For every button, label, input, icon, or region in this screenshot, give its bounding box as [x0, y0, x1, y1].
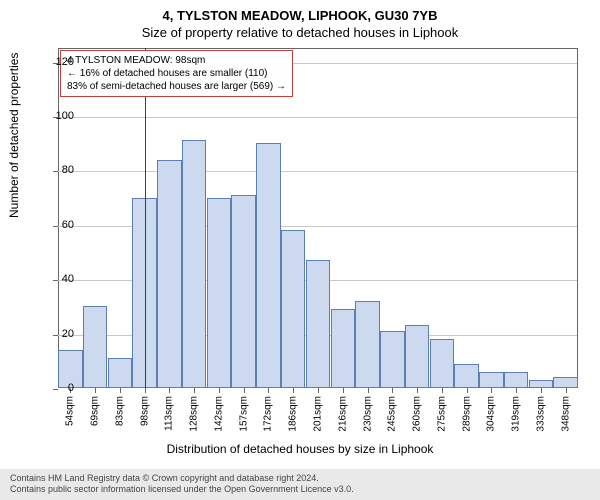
xtick-label: 201sqm	[313, 396, 324, 432]
xtick-mark	[392, 388, 393, 393]
xtick-label: 83sqm	[114, 396, 125, 426]
histogram-bar	[281, 230, 306, 388]
xtick-label: 69sqm	[90, 396, 101, 426]
histogram-bar	[331, 309, 356, 388]
chart-title-address: 4, TYLSTON MEADOW, LIPHOOK, GU30 7YB	[0, 0, 600, 23]
histogram-bar	[405, 325, 430, 388]
histogram-bar	[479, 372, 504, 388]
xtick-label: 260sqm	[412, 396, 423, 432]
xtick-mark	[95, 388, 96, 393]
y-axis-line	[58, 49, 59, 388]
histogram-bar	[157, 160, 182, 388]
histogram-bar	[231, 195, 256, 388]
ytick-label: 100	[56, 110, 74, 122]
xtick-label: 230sqm	[362, 396, 373, 432]
annotation-line3: 83% of semi-detached houses are larger (…	[67, 80, 286, 93]
xtick-label: 289sqm	[461, 396, 472, 432]
histogram-bar	[380, 331, 405, 388]
xtick-mark	[343, 388, 344, 393]
chart-subtitle: Size of property relative to detached ho…	[0, 23, 600, 40]
xtick-mark	[491, 388, 492, 393]
footer-line2: Contains public sector information licen…	[10, 484, 590, 496]
ytick-mark	[53, 335, 58, 336]
xtick-label: 245sqm	[387, 396, 398, 432]
xtick-mark	[541, 388, 542, 393]
ytick-mark	[53, 389, 58, 390]
gridline	[58, 117, 577, 118]
y-axis-label: Number of detached properties	[7, 53, 21, 218]
histogram-bar	[355, 301, 380, 388]
ytick-label: 40	[62, 273, 74, 285]
xtick-mark	[516, 388, 517, 393]
xtick-mark	[169, 388, 170, 393]
xtick-mark	[268, 388, 269, 393]
histogram-bar	[454, 364, 479, 388]
xtick-label: 348sqm	[560, 396, 571, 432]
ytick-label: 20	[62, 328, 74, 340]
histogram-bar	[256, 143, 281, 388]
xtick-mark	[194, 388, 195, 393]
ytick-mark	[53, 226, 58, 227]
xtick-mark	[442, 388, 443, 393]
histogram-bar	[83, 306, 108, 388]
xtick-label: 128sqm	[189, 396, 200, 432]
xtick-mark	[566, 388, 567, 393]
xtick-label: 333sqm	[535, 396, 546, 432]
histogram-bar	[108, 358, 133, 388]
xtick-mark	[318, 388, 319, 393]
histogram-bar	[306, 260, 331, 388]
xtick-mark	[120, 388, 121, 393]
xtick-label: 98sqm	[139, 396, 150, 426]
xtick-mark	[368, 388, 369, 393]
footer-attribution: Contains HM Land Registry data © Crown c…	[0, 469, 600, 500]
histogram-bar	[430, 339, 455, 388]
gridline	[58, 171, 577, 172]
annotation-line1: 4 TYLSTON MEADOW: 98sqm	[67, 54, 286, 67]
xtick-label: 113sqm	[164, 396, 175, 431]
xtick-label: 319sqm	[511, 396, 522, 432]
xtick-mark	[293, 388, 294, 393]
xtick-label: 54sqm	[65, 396, 76, 426]
xtick-label: 157sqm	[238, 396, 249, 432]
xtick-mark	[467, 388, 468, 393]
annotation-line2: ← 16% of detached houses are smaller (11…	[67, 67, 286, 80]
xtick-mark	[244, 388, 245, 393]
xtick-label: 186sqm	[288, 396, 299, 432]
xtick-label: 275sqm	[436, 396, 447, 432]
annotation-box: 4 TYLSTON MEADOW: 98sqm ← 16% of detache…	[60, 50, 293, 97]
xtick-label: 142sqm	[213, 396, 224, 432]
ytick-label: 120	[56, 56, 74, 68]
histogram-bar	[207, 198, 232, 388]
xtick-label: 216sqm	[337, 396, 348, 432]
ytick-mark	[53, 171, 58, 172]
plot-area	[58, 48, 578, 388]
histogram-bar	[182, 140, 207, 388]
histogram-bar	[529, 380, 554, 388]
reference-marker-line	[145, 48, 146, 388]
xtick-mark	[145, 388, 146, 393]
ytick-mark	[53, 280, 58, 281]
xtick-label: 172sqm	[263, 396, 274, 432]
x-axis-label: Distribution of detached houses by size …	[0, 442, 600, 456]
xtick-mark	[417, 388, 418, 393]
histogram-bar	[553, 377, 578, 388]
xtick-label: 304sqm	[486, 396, 497, 432]
chart-area	[58, 48, 578, 418]
ytick-label: 60	[62, 219, 74, 231]
ytick-label: 80	[62, 164, 74, 176]
footer-line1: Contains HM Land Registry data © Crown c…	[10, 473, 590, 485]
ytick-label: 0	[68, 382, 74, 394]
xtick-mark	[219, 388, 220, 393]
histogram-bar	[504, 372, 529, 388]
